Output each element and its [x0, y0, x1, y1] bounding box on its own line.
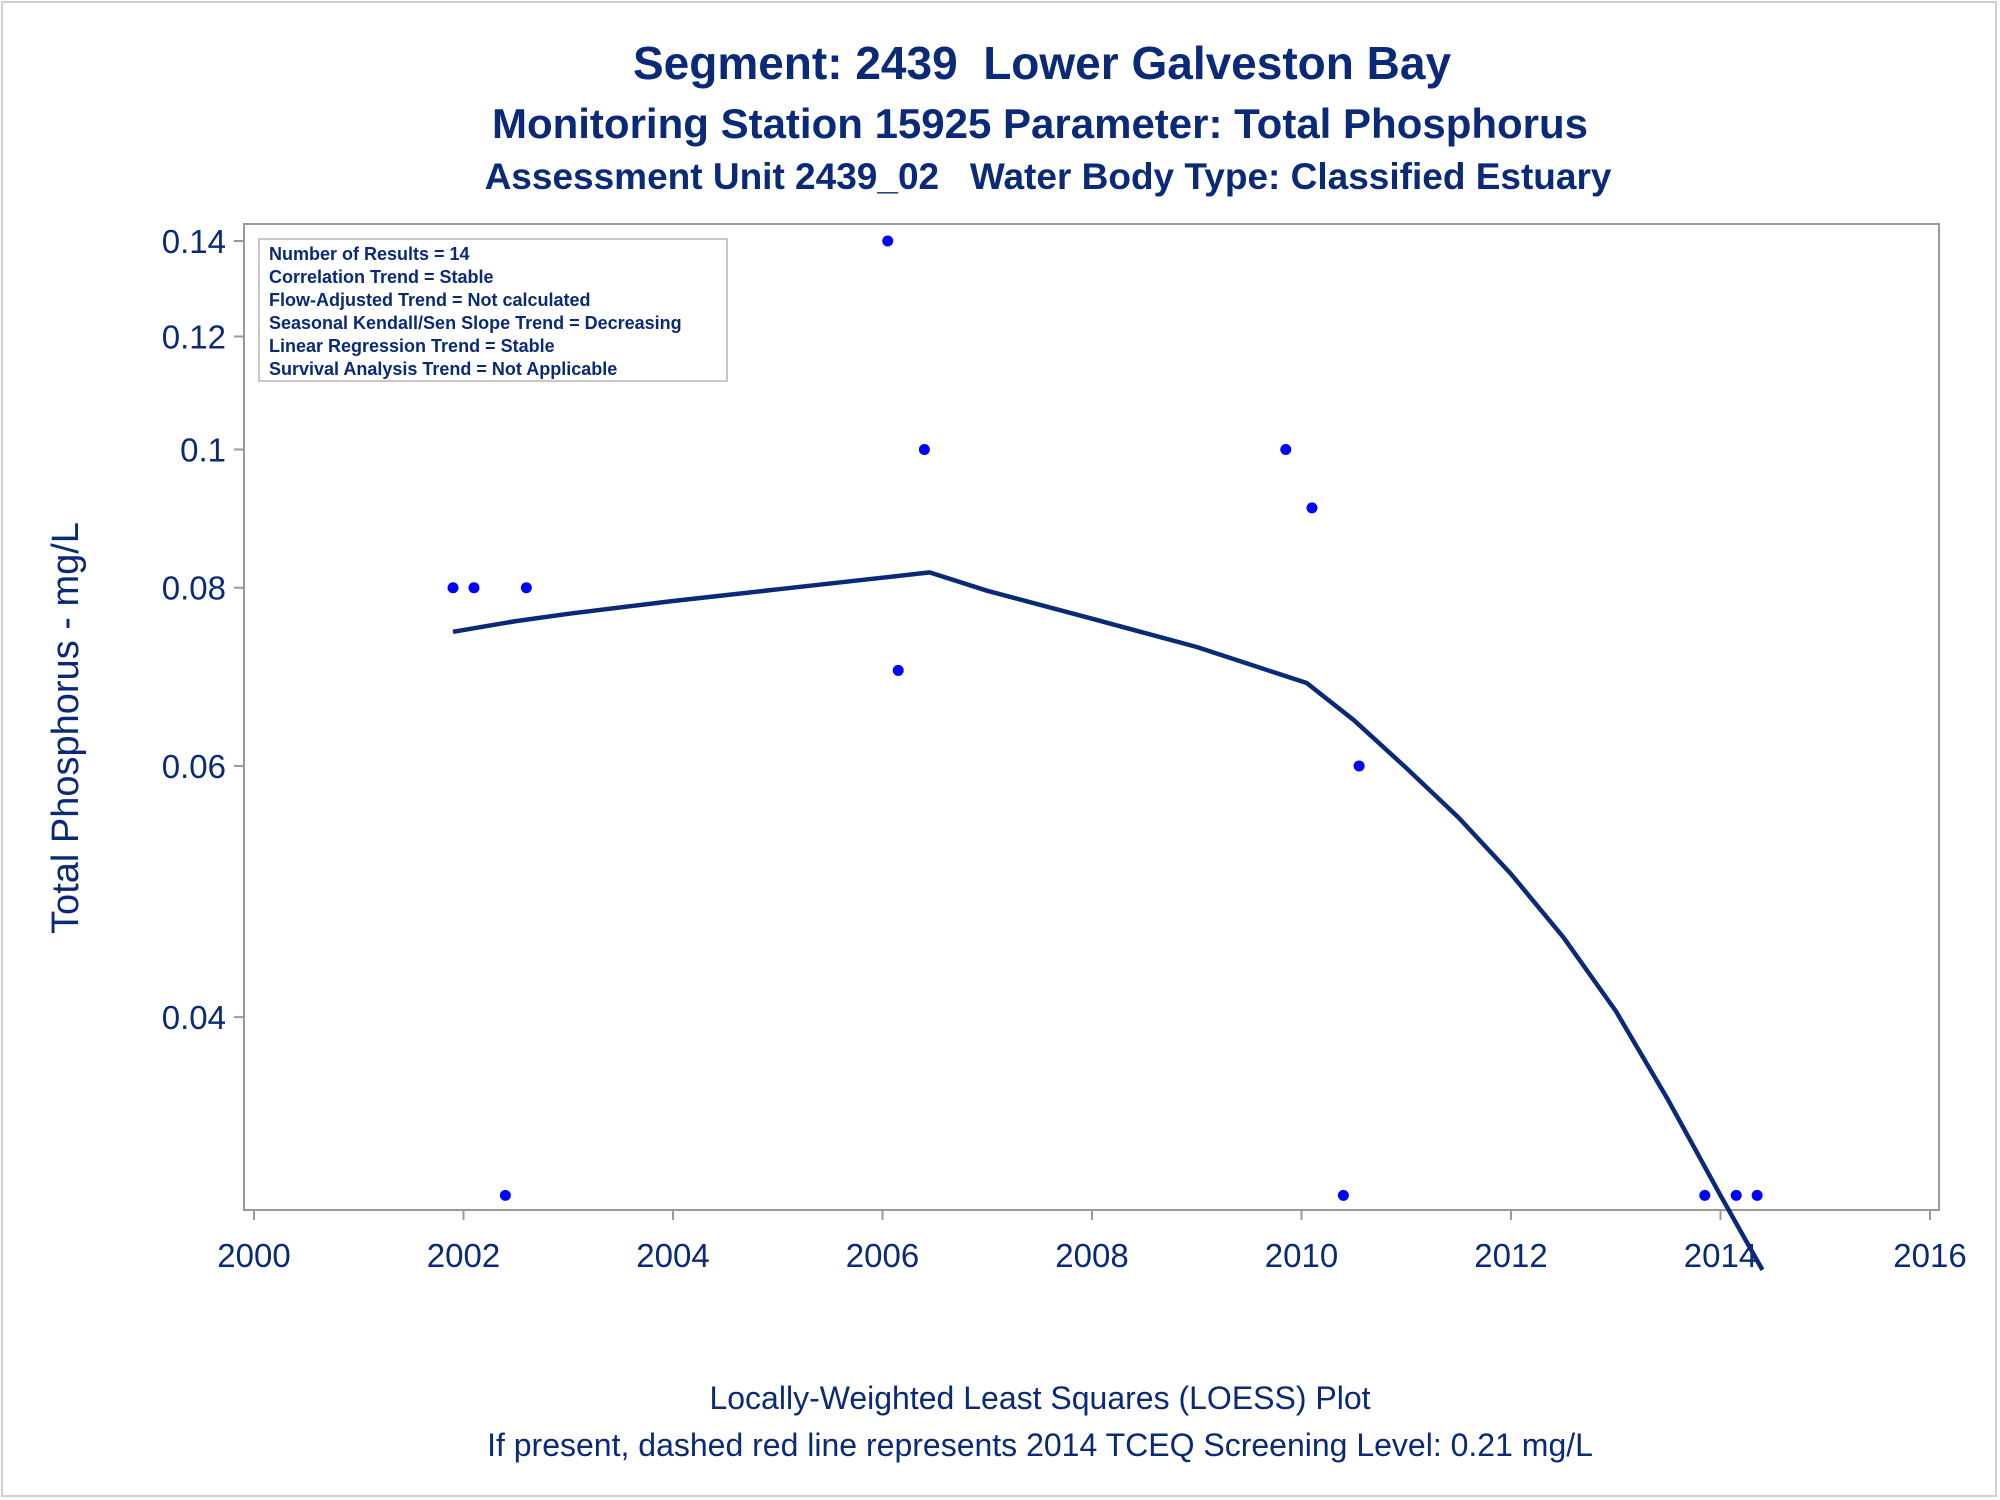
- stats-line: Correlation Trend = Stable: [269, 267, 494, 287]
- chart-subtitle: Monitoring Station 15925 Parameter: Tota…: [491, 100, 1589, 147]
- y-tick-label: 0.08: [162, 570, 226, 607]
- loess-curve: [452, 570, 1765, 1272]
- x-tick-label: 2006: [846, 1237, 919, 1274]
- stats-box-border: [258, 238, 728, 382]
- chart-title: Segment: 2439 Lower Galveston Bay: [632, 37, 1452, 89]
- chart-subtitle-2: Assessment Unit 2439_02 Water Body Type:…: [484, 156, 1612, 197]
- y-tick-label: 0.1: [180, 431, 226, 468]
- stats-line: Seasonal Kendall/Sen Slope Trend = Decre…: [269, 313, 682, 333]
- x-tick-label: 2004: [636, 1237, 709, 1274]
- data-point: [918, 443, 930, 455]
- data-point: [447, 582, 459, 594]
- y-axis: 0.04 0.06 0.08 0.1 0.12 0.14: [162, 223, 244, 1036]
- x-tick-label: 2002: [427, 1237, 500, 1274]
- footnote-loess: Locally-Weighted Least Squares (LOESS) P…: [709, 1380, 1371, 1416]
- footnote-screening: If present, dashed red line represents 2…: [487, 1427, 1593, 1463]
- data-point: [520, 582, 532, 594]
- x-tick-label: 2000: [217, 1237, 290, 1274]
- data-point: [1730, 1189, 1742, 1201]
- data-point: [1337, 1189, 1349, 1201]
- data-point: [892, 664, 904, 676]
- stats-line: Linear Regression Trend = Stable: [269, 336, 555, 356]
- data-point: [1751, 1189, 1763, 1201]
- y-axis-label: Total Phosphorus - mg/L: [45, 522, 87, 934]
- data-point: [499, 1189, 511, 1201]
- data-point: [1699, 1189, 1711, 1201]
- stats-line: Survival Analysis Trend = Not Applicable: [269, 359, 617, 379]
- data-point: [1306, 502, 1318, 514]
- y-tick-label: 0.12: [162, 319, 226, 356]
- stats-line: Number of Results = 14: [269, 244, 470, 264]
- y-tick-label: 0.14: [162, 223, 226, 260]
- x-tick-label: 2012: [1474, 1237, 1547, 1274]
- x-tick-label: 2008: [1055, 1237, 1128, 1274]
- x-tick-label: 2010: [1265, 1237, 1338, 1274]
- loess-line: [452, 570, 1765, 1272]
- x-axis: 2000 2002 2004 2006 2008 2010 2012 2014 2016: [217, 1210, 1967, 1274]
- stats-box: Number of Results = 14 Correlation Trend …: [258, 238, 728, 382]
- data-point: [1280, 443, 1292, 455]
- data-point: [468, 582, 480, 594]
- x-tick-label: 2016: [1893, 1237, 1966, 1274]
- stats-line: Flow-Adjusted Trend = Not calculated: [269, 290, 591, 310]
- data-point: [882, 235, 894, 247]
- data-point: [1353, 760, 1365, 772]
- y-tick-label: 0.04: [162, 999, 226, 1036]
- data-points: [447, 235, 1763, 1201]
- y-tick-label: 0.06: [162, 748, 226, 785]
